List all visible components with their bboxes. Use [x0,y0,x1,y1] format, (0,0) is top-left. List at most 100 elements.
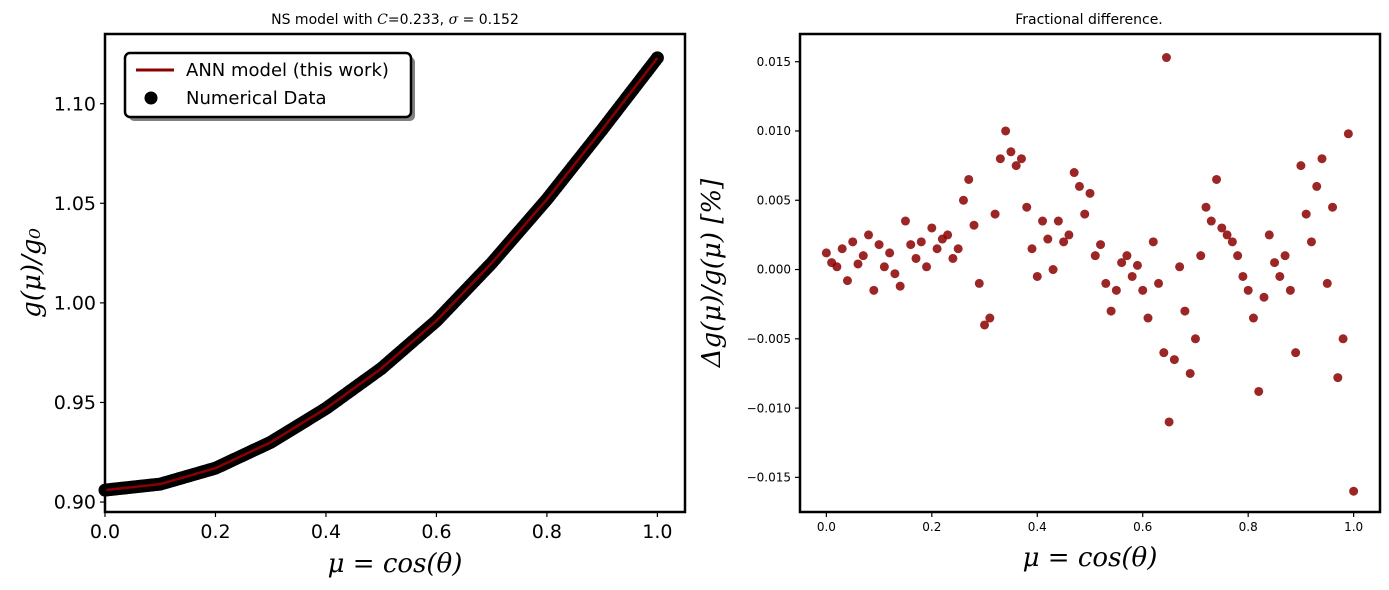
right-x-axis-label: μ = cos(θ) [1023,543,1158,573]
fractional-difference-point [900,216,910,226]
fractional-difference-point [1085,188,1095,198]
left-x-tick-label: 0.6 [421,521,451,543]
fractional-difference-point [1285,285,1295,295]
fractional-difference-point [885,248,895,258]
right-x-tick-label: 0.8 [1239,520,1258,534]
fractional-difference-point [1317,154,1327,164]
fractional-difference-point [1090,251,1100,261]
fractional-difference-point [1259,292,1269,302]
left-x-axis-label: μ = cos(θ) [328,549,463,579]
fractional-difference-point [1343,129,1353,139]
fractional-difference-point [1006,147,1016,157]
left-y-tick-label: 0.90 [54,492,96,514]
fractional-difference-point [1059,237,1069,247]
fractional-difference-point [1127,271,1137,281]
fractional-difference-point [1301,209,1311,219]
fractional-difference-point [1080,209,1090,219]
fractional-difference-point [922,262,932,272]
fractional-difference-point [890,269,900,279]
fractional-difference-point [1096,240,1106,250]
left-chart: NS model with C=0.233, σ = 0.152 0.0 0.2 0… [17,12,687,579]
fractional-difference-point [1190,334,1200,344]
left-y-tick-label: 1.00 [54,293,96,315]
fractional-difference-point [1074,181,1084,191]
fractional-difference-point [1322,278,1332,288]
fractional-difference-point [1027,244,1037,254]
fractional-difference-point [874,240,884,250]
fractional-difference-point [1333,373,1343,383]
fractional-difference-point [1180,306,1190,316]
fractional-difference-point [1148,237,1158,247]
fractional-difference-point [1106,306,1116,316]
fractional-difference-point [1296,161,1306,171]
legend-entry-ann-model: ANN model (this work) [186,60,389,81]
fractional-difference-point [853,259,863,269]
fractional-difference-point [1349,486,1359,496]
left-x-tick-label: 0.2 [200,521,230,543]
right-x-tick-label: 1.0 [1344,520,1363,534]
fractional-difference-point [864,230,874,240]
fractional-difference-point [848,237,858,247]
fractional-difference-point [1159,348,1169,358]
fractional-difference-point [1043,234,1053,244]
fractional-difference-point [1132,260,1142,270]
right-y-tick-label: −0.005 [747,332,791,346]
ann-model-line [104,57,659,492]
right-x-tick-label: 0.4 [1028,520,1047,534]
fractional-difference-point [1161,53,1171,63]
fractional-difference-point [1011,161,1021,171]
left-y-axis-label: g(μ)/g₀ [17,228,47,318]
left-chart-title: NS model with C=0.233, σ = 0.152 [271,12,519,28]
fractional-difference-point [842,276,852,286]
fractional-difference-point [964,174,974,184]
fractional-difference-point [1280,251,1290,261]
fractional-difference-point [1053,216,1063,226]
fractional-difference-point [974,278,984,288]
fractional-difference-point [980,320,990,330]
fractional-difference-point [1101,278,1111,288]
left-x-tick-label: 0.0 [90,521,120,543]
fractional-difference-point [1016,154,1026,164]
fractional-difference-point [1275,271,1285,281]
left-legend: ANN model (this work) Numerical Data [123,51,415,121]
legend-marker-swatch [144,91,158,105]
fractional-difference-point [1264,230,1274,240]
right-plot-frame [798,32,1382,514]
right-x-tick-label: 0.6 [1133,520,1152,534]
fractional-difference-point [1138,285,1148,295]
fractional-difference-point [1206,216,1216,226]
fractional-difference-point [1169,355,1179,365]
fractional-difference-point [1254,386,1264,396]
right-chart-title: Fractional difference. [1015,12,1163,28]
fractional-difference-point [1048,265,1058,275]
right-y-tick-label: 0.005 [757,193,791,207]
fractional-difference-point [879,262,889,272]
fractional-difference-point [1154,278,1164,288]
fractional-difference-point [1222,230,1232,240]
fractional-difference-point [1233,251,1243,261]
fractional-difference-point [969,220,979,230]
fractional-difference-point [953,244,963,254]
fractional-difference-point [821,248,831,258]
fractional-difference-point [1122,251,1132,261]
fractional-difference-point [916,237,926,247]
right-y-tick-label: −0.015 [747,471,791,485]
fractional-difference-point [1306,237,1316,247]
fractional-difference-point [869,285,879,295]
fractional-difference-point [985,313,995,323]
fractional-difference-point [932,244,942,254]
fractional-difference-point [1212,174,1222,184]
left-legend-box [123,51,413,119]
right-x-tick-label: 0.0 [817,520,836,534]
right-x-tick-label: 0.2 [922,520,941,534]
fractional-difference-point [1238,271,1248,281]
right-y-tick-label: 0.015 [757,55,791,69]
fractional-difference-point [1243,285,1253,295]
fractional-difference-point [911,253,921,263]
fractional-difference-point [948,253,958,263]
fractional-difference-point [1196,251,1206,261]
fractional-difference-point [1001,126,1011,136]
fractional-difference-point [1117,258,1127,268]
fractional-difference-point [1032,271,1042,281]
